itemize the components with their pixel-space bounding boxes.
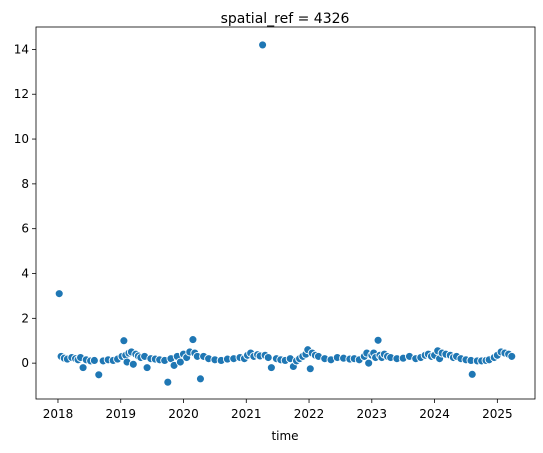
x-axis-label: time (271, 429, 298, 443)
data-point (94, 370, 104, 380)
y-tick-label: 10 (14, 132, 29, 146)
x-tick-label: 2020 (168, 407, 199, 421)
data-points (54, 40, 517, 387)
data-point (163, 377, 173, 387)
y-tick-label: 6 (21, 222, 29, 236)
x-tick-label: 2018 (43, 407, 74, 421)
data-point (195, 374, 205, 384)
axis-ticks: 2018 2019 2020 2021 2022 2023 2024 2025 0 2 4 6 8 10 1… (14, 42, 513, 421)
data-point (507, 351, 517, 361)
data-point (54, 289, 64, 299)
y-tick-label: 0 (21, 356, 29, 370)
data-point (258, 40, 268, 50)
x-tick-label: 2019 (105, 407, 136, 421)
data-point (305, 364, 315, 374)
data-point (467, 369, 477, 379)
data-point (266, 363, 276, 373)
data-point (373, 335, 383, 345)
y-tick-label: 8 (21, 177, 29, 191)
x-tick-label: 2024 (419, 407, 450, 421)
x-tick-label: 2021 (231, 407, 262, 421)
data-point (119, 336, 129, 346)
data-point (89, 356, 99, 365)
y-tick-label: 12 (14, 87, 29, 101)
y-tick-label: 14 (14, 42, 29, 56)
y-tick-label: 4 (21, 267, 29, 281)
x-tick-label: 2025 (482, 407, 513, 421)
x-tick-label: 2022 (294, 407, 325, 421)
chart-title: spatial_ref = 4326 (221, 11, 350, 27)
y-tick-label: 2 (21, 311, 29, 325)
data-point (142, 363, 152, 373)
data-point (263, 353, 273, 362)
data-point (364, 358, 374, 368)
data-point (128, 359, 138, 369)
x-tick-label: 2023 (357, 407, 388, 421)
plot-frame (35, 26, 536, 400)
data-point (175, 357, 185, 367)
data-point (188, 335, 198, 345)
data-point (78, 363, 88, 373)
